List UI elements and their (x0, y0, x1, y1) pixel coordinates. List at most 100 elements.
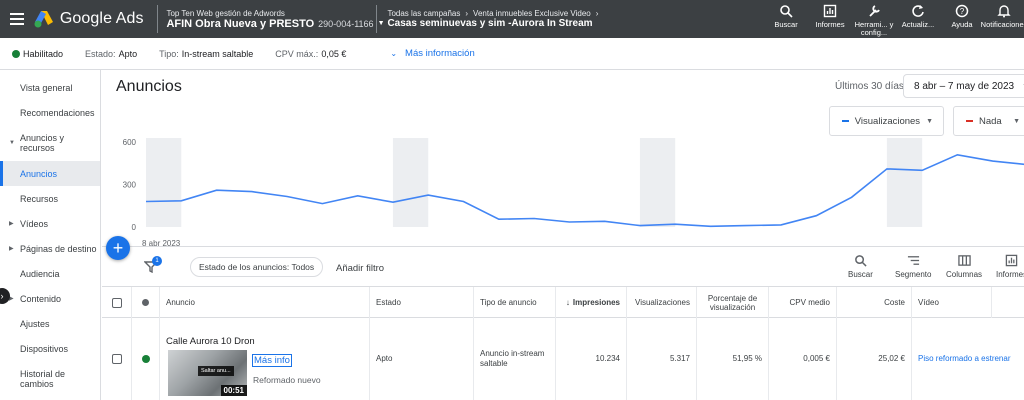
account-selector[interactable]: Top Ten Web gestión de Adwords AFIN Obra… (164, 8, 384, 30)
more-info-link[interactable]: Más info (252, 354, 292, 367)
ad-status: Apto (376, 354, 393, 363)
sidebar-item-settings[interactable]: Ajustes (0, 311, 100, 336)
column-header-more (992, 287, 1024, 318)
reports-icon (823, 4, 837, 18)
column-header-status[interactable]: Estado (370, 287, 474, 318)
x-tick-label: 8 abr 2023 (142, 239, 181, 248)
filter-count-badge: 1 (152, 256, 162, 266)
header-status-dot-cell (132, 287, 160, 318)
account-label: Top Ten Web gestión de Adwords (166, 8, 285, 18)
account-name-row: AFIN Obra Nueva y PRESTO 290-004-1166 ▼ (166, 18, 384, 30)
status-type: Tipo: In-stream saltable (159, 49, 253, 59)
column-header-views[interactable]: Visualizaciones (627, 287, 697, 318)
sidebar-item-content[interactable]: ▶ Contenido (0, 286, 100, 311)
sidebar-item-change-history[interactable]: Historial de cambios (0, 361, 100, 397)
sidebar-item-label: Contenido (20, 293, 62, 304)
sidebar-item-overview[interactable]: Vista general (0, 75, 100, 100)
caret-down-icon: ▼ (9, 140, 15, 146)
sidebar-item-recommendations[interactable]: Recomendaciones (0, 100, 100, 125)
ad-cell (160, 318, 370, 400)
sidebar-item-label: Recomendaciones (20, 107, 95, 118)
bell-icon (997, 5, 1011, 18)
y-axis: 600 300 0 (123, 138, 137, 232)
sidebar-item-ads[interactable]: Anuncios (0, 161, 100, 186)
sidebar-nav: Vista general Recomendaciones ▼ Anuncios … (0, 70, 101, 400)
column-header-view-rate[interactable]: Porcentaje de visualización (697, 287, 769, 318)
row-status-cell (132, 318, 160, 400)
more-info-toggle[interactable]: ⌄ Más información (390, 48, 474, 59)
row-checkbox[interactable] (111, 354, 122, 364)
column-header-avg-cpv[interactable]: CPV medio (769, 287, 837, 318)
column-header-video[interactable]: Vídeo (912, 287, 992, 318)
weekend-band (146, 138, 182, 227)
status-cpv: CPV máx.: 0,05 € (275, 49, 346, 59)
status-enabled-label: Habilitado (23, 48, 64, 59)
add-ad-button[interactable]: + (106, 236, 130, 260)
date-range-picker[interactable]: 8 abr – 7 may de 2023 ▼ (903, 74, 1024, 98)
top-tool-search[interactable]: Buscar (764, 0, 808, 38)
video-link[interactable]: Piso reformado a estrenar (918, 354, 1011, 363)
sidebar-item-label: Anuncios y recursos (20, 133, 65, 153)
top-bar: Google Ads Top Ten Web gestión de Adword… (0, 0, 1024, 38)
select-all-checkbox[interactable] (111, 297, 122, 308)
sidebar-item-audience[interactable]: Audiencia (0, 261, 100, 286)
filter-chip-ad-status[interactable]: Estado de los anuncios: Todos (190, 257, 324, 277)
sidebar-item-label: Historial de cambios (20, 369, 66, 389)
breadcrumb: Todas las campañas › Venta inmuebles Exc… (383, 9, 764, 29)
columns-button[interactable]: Columnas (946, 254, 982, 279)
sidebar-item-label: Ajustes (20, 318, 50, 329)
top-tool-settings[interactable]: Herrami... y config... (852, 0, 896, 38)
chevron-right-icon: › (0, 291, 4, 301)
plus-icon: + (112, 237, 124, 258)
dropdown-arrow-icon: ▼ (1013, 117, 1020, 125)
sidebar-item-landing-pages[interactable]: ▶ Páginas de destino (0, 236, 100, 261)
column-header-impressions[interactable]: ↓ Impresiones (556, 287, 627, 318)
sidebar-item-ads-and-assets[interactable]: ▼ Anuncios y recursos (0, 125, 100, 161)
column-header-ad-type[interactable]: Tipo de anuncio (474, 287, 556, 318)
metric-selector-1[interactable]: Visualizaciones ▼ (829, 106, 944, 136)
chart-divider (102, 246, 1024, 247)
sidebar-item-assets[interactable]: Recursos (0, 186, 100, 211)
series-swatch (966, 120, 973, 122)
top-tool-help[interactable]: ? Ayuda (940, 0, 984, 38)
divider (376, 5, 378, 33)
campaign-title[interactable]: Casas seminuevas y sim -Aurora In Stream (387, 18, 593, 29)
reports-button[interactable]: Informes (996, 254, 1024, 279)
enabled-dot-icon[interactable] (141, 355, 150, 363)
weekend-band (392, 138, 429, 227)
top-tool-refresh[interactable]: Actualiz... (896, 0, 940, 38)
row-checkbox-cell (102, 318, 132, 400)
weekend-band (639, 138, 676, 227)
column-header-cost[interactable]: Coste (837, 287, 912, 318)
top-tool-reports[interactable]: Informes (808, 0, 852, 38)
top-tool-label: Actualiz... (901, 20, 935, 29)
add-filter-button[interactable]: Añadir filtro (336, 263, 385, 274)
status-type-label: Tipo: (159, 48, 179, 59)
status-cpv-label: CPV máx.: (275, 48, 319, 59)
top-tool-label: Herrami... y config... (854, 20, 894, 37)
sidebar-item-devices[interactable]: Dispositivos (0, 336, 100, 361)
breadcrumb-campaign[interactable]: Venta inmuebles Exclusive Video (473, 9, 591, 18)
video-thumbnail[interactable]: Saltar anu... 00:51 (168, 350, 247, 396)
metric-1-label: Visualizaciones (854, 115, 921, 127)
menu-icon[interactable] (0, 0, 34, 38)
status-enabled[interactable]: Habilitado (12, 49, 63, 59)
segment-button[interactable]: Segmento (895, 254, 931, 279)
refresh-icon (912, 5, 924, 17)
table-search-button[interactable]: Buscar (848, 254, 873, 279)
main-content: Anuncios Últimos 30 días 8 abr – 7 may d… (102, 70, 1024, 400)
google-ads-logo[interactable]: Google Ads (34, 10, 152, 28)
sidebar-item-videos[interactable]: ▶ Vídeos (0, 211, 100, 236)
sidebar-item-label: Dispositivos (20, 343, 69, 354)
top-tools: Buscar Informes Herrami... y config... A… (764, 0, 1024, 38)
weekend-bands (146, 138, 923, 227)
account-dropdown-icon[interactable]: ▼ (377, 20, 385, 27)
y-tick-label: 300 (123, 181, 137, 190)
sidebar-collapse-button[interactable]: › (0, 288, 10, 304)
top-tool-notifications[interactable]: Notificaciones (981, 0, 1024, 38)
metric-selector-2[interactable]: Nada ▼ (953, 106, 1024, 136)
caret-right-icon: ▶ (9, 245, 14, 252)
svg-text:?: ? (960, 7, 965, 16)
breadcrumb-all-campaigns[interactable]: Todas las campañas (387, 9, 461, 18)
column-header-ad[interactable]: Anuncio (160, 287, 370, 318)
